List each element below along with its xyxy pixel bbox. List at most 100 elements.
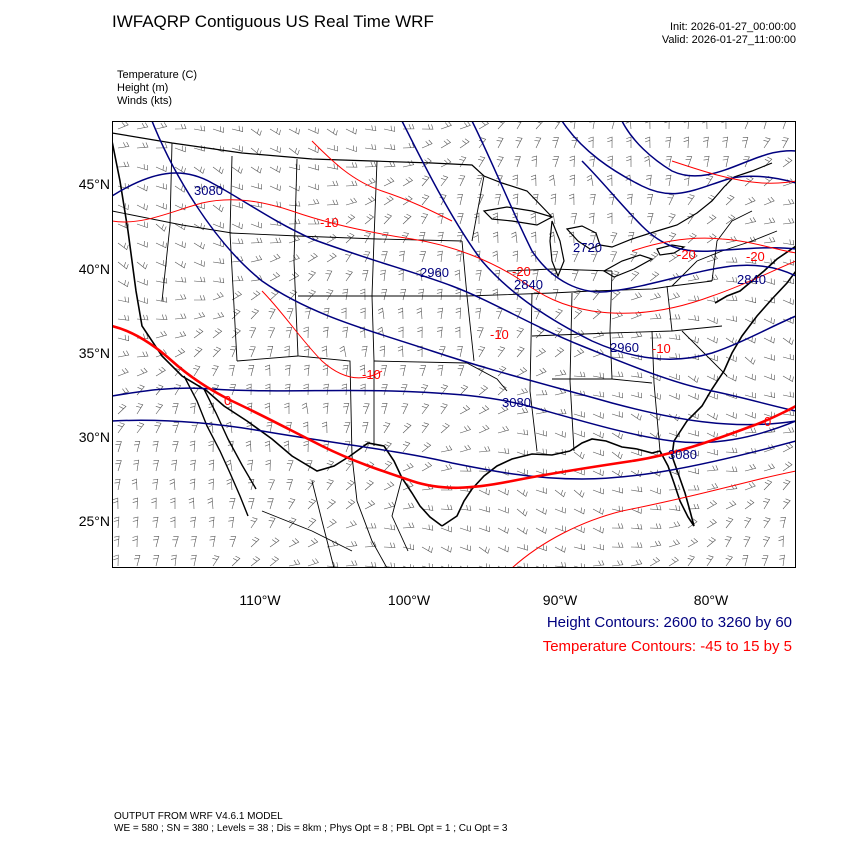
- wind-barb: [194, 295, 206, 301]
- wind-barb: [364, 523, 377, 529]
- wind-barb: [286, 460, 294, 472]
- wind-barb: [208, 440, 214, 453]
- wind-barb: [364, 500, 376, 510]
- wind-barb: [440, 445, 453, 453]
- wind-barb: [478, 424, 490, 434]
- wind-barb: [231, 145, 243, 152]
- wind-barb: [212, 346, 222, 358]
- wind-barb: [266, 421, 273, 434]
- wind-barb: [762, 536, 771, 548]
- wind-barb: [152, 536, 160, 548]
- wind-barb: [763, 137, 771, 149]
- wind-barb: [416, 307, 423, 320]
- wind-barb: [668, 213, 676, 225]
- wind-barb: [492, 231, 499, 244]
- wind-barb: [212, 221, 224, 229]
- wind-barb: [438, 346, 446, 358]
- wind-barb: [535, 544, 547, 552]
- wind-barb: [342, 364, 349, 377]
- wind-barb: [630, 331, 643, 339]
- wind-barb: [535, 347, 547, 358]
- wind-barb: [554, 308, 563, 320]
- state-boundaries: [112, 142, 778, 457]
- wind-barb: [193, 223, 205, 231]
- wind-barb: [497, 365, 507, 377]
- wind-barb: [592, 372, 605, 379]
- wind-barb: [269, 237, 282, 244]
- wind-barb: [212, 258, 225, 264]
- wind-barb: [649, 313, 662, 320]
- wind-barb: [512, 250, 519, 263]
- wind-barb: [743, 156, 750, 168]
- wind-barb: [683, 136, 689, 149]
- wind-barb: [212, 277, 225, 284]
- wind-barb: [208, 478, 214, 491]
- wind-barb: [288, 272, 300, 282]
- wind-barb: [117, 296, 130, 303]
- wind-barb: [744, 392, 756, 399]
- wind-barb: [132, 535, 138, 548]
- wind-barb: [285, 326, 293, 339]
- wind-barb: [269, 184, 281, 191]
- wind-barb: [307, 498, 317, 510]
- wind-barb: [782, 443, 794, 453]
- wind-barb: [174, 348, 186, 358]
- wind-barb: [248, 346, 256, 358]
- wind-barb: [193, 242, 205, 250]
- wind-barb: [611, 332, 624, 339]
- wind-barb: [455, 307, 462, 320]
- temperature-label: -10: [652, 341, 671, 356]
- wind-barb: [264, 402, 271, 415]
- wind-barb: [630, 523, 643, 530]
- wind-barb: [345, 270, 353, 282]
- wind-barb: [763, 317, 775, 325]
- wind-barb: [573, 371, 586, 378]
- wind-barb: [115, 460, 122, 472]
- wind-barb: [778, 535, 784, 548]
- wind-barb: [402, 195, 413, 206]
- wind-barb: [516, 327, 524, 339]
- wind-barb: [478, 346, 486, 358]
- wind-barb: [589, 193, 596, 206]
- wind-barb: [668, 232, 677, 244]
- wind-barb: [174, 145, 186, 153]
- wind-barb: [190, 535, 197, 548]
- wind-barb: [265, 459, 271, 472]
- wind-barb: [459, 466, 472, 472]
- wind-barb: [381, 251, 388, 263]
- wind-barb: [782, 410, 795, 416]
- wind-barb: [669, 314, 681, 320]
- wind-barb: [269, 289, 279, 301]
- wind-barb: [136, 240, 148, 248]
- wind-barb: [397, 345, 404, 358]
- wind-barb: [516, 346, 525, 358]
- map-panel: 3080 2960 2840 2720 2840 2960 3080 3080 …: [112, 121, 796, 568]
- wind-barb: [516, 562, 528, 568]
- wind-barb: [535, 526, 547, 534]
- temperature-label: -10: [490, 327, 509, 342]
- wind-barb: [516, 468, 528, 476]
- wind-barb: [630, 292, 642, 301]
- lat-label-40n: 40°N: [78, 261, 110, 277]
- wind-barb: [763, 354, 775, 361]
- wind-barb: [133, 459, 140, 472]
- wind-barb: [113, 554, 119, 567]
- wind-barb: [440, 525, 452, 533]
- wind-barb: [172, 422, 180, 434]
- wind-barb: [345, 214, 356, 225]
- wind-barb: [687, 393, 699, 400]
- wind-barb: [592, 560, 605, 567]
- wind-barb: [551, 250, 558, 263]
- wind-barb: [115, 441, 122, 453]
- wind-barb: [515, 137, 523, 149]
- wind-barb: [782, 461, 793, 472]
- wind-barb: [155, 366, 166, 377]
- wind-barb: [226, 478, 233, 491]
- wind-barb: [665, 174, 672, 187]
- wind-barb: [763, 517, 771, 529]
- wind-barb: [231, 275, 244, 282]
- init-time: Init: 2026-01-27_00:00:00: [670, 21, 796, 33]
- wind-barb: [497, 488, 509, 496]
- wind-barb: [417, 326, 423, 339]
- wind-barb: [530, 174, 537, 187]
